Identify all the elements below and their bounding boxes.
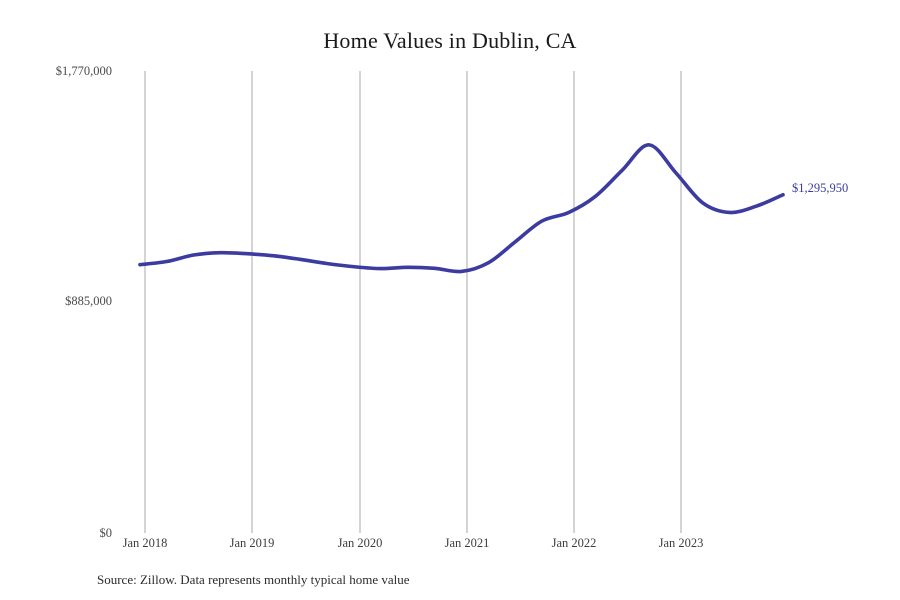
x-axis-tick-jan-2018: Jan 2018 (122, 536, 168, 550)
x-axis-tick-jan-2019: Jan 2019 (229, 536, 275, 550)
x-axis-tick-jan-2021: Jan 2021 (444, 536, 490, 550)
end-value-annotation: $1,295,950 (792, 181, 849, 195)
x-axis-tick-jan-2023: Jan 2023 (658, 536, 704, 550)
y-axis-tick-zero: $0 (99, 526, 113, 540)
source-note: Source: Zillow. Data represents monthly … (97, 572, 410, 587)
chart-title: Home Values in Dublin, CA (323, 28, 577, 53)
x-axis-tick-jan-2020: Jan 2020 (337, 536, 383, 550)
vertical-gridlines (144, 71, 682, 533)
y-axis-tick-max: $1,770,000 (55, 64, 112, 78)
y-axis-tick-mid: $885,000 (65, 294, 112, 308)
series-line-typical-home-value (138, 143, 785, 274)
x-axis-tick-jan-2022: Jan 2022 (551, 536, 597, 550)
